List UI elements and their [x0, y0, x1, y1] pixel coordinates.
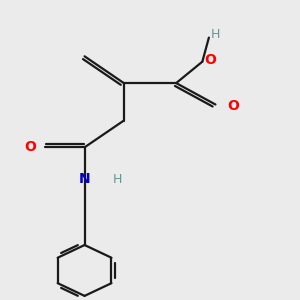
Text: O: O	[227, 99, 239, 113]
Text: N: N	[79, 172, 90, 186]
Text: H: H	[112, 173, 122, 186]
Text: O: O	[25, 140, 37, 154]
Text: H: H	[211, 28, 220, 41]
Text: O: O	[205, 53, 217, 67]
